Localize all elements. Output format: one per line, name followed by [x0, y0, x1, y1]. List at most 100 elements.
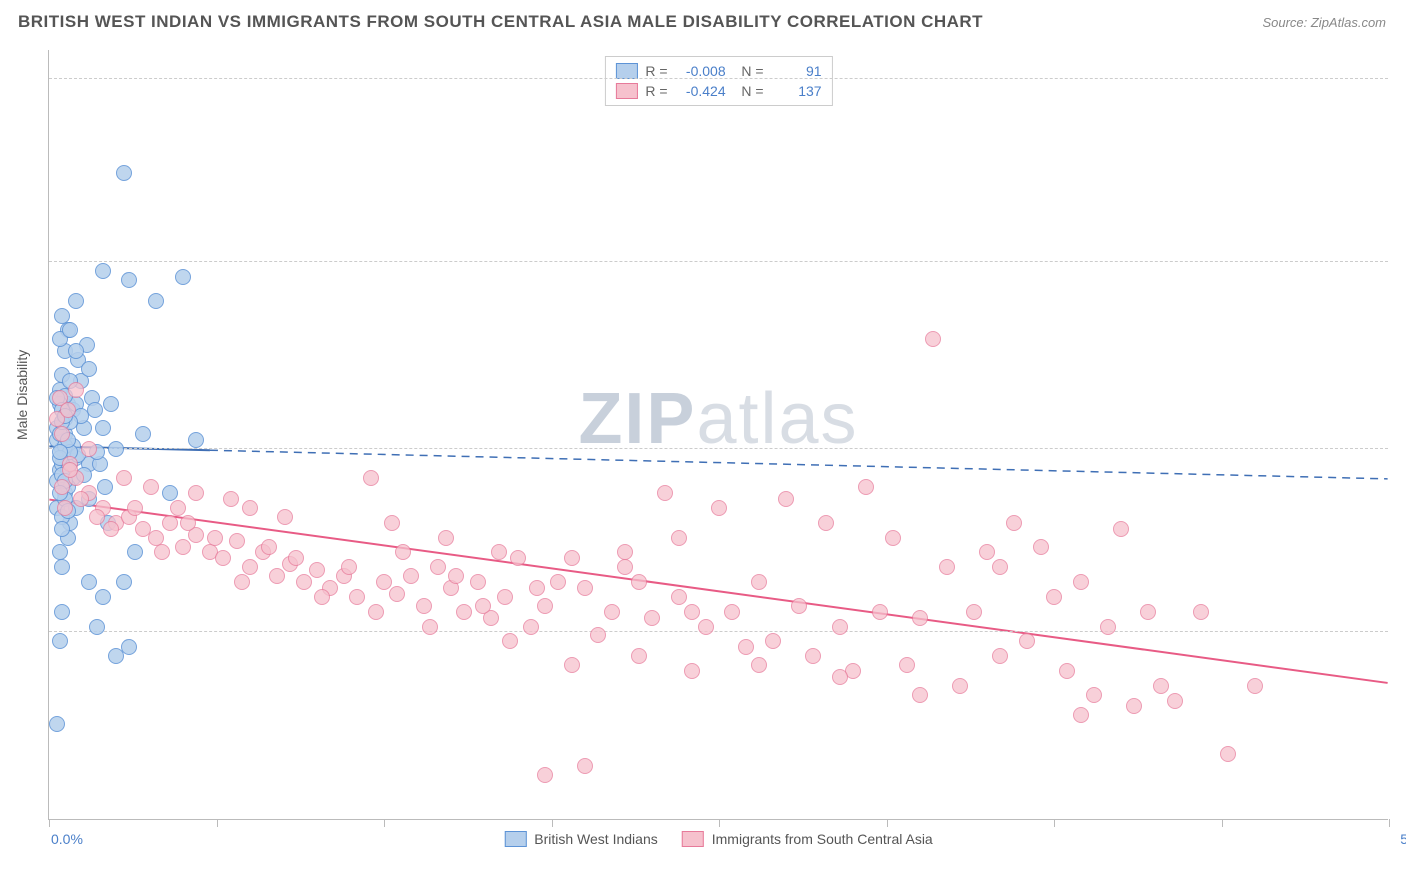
scatter-point — [60, 402, 76, 418]
scatter-point — [751, 574, 767, 590]
scatter-point — [188, 432, 204, 448]
scatter-point — [175, 539, 191, 555]
scatter-point — [349, 589, 365, 605]
scatter-point — [912, 610, 928, 626]
scatter-point — [858, 479, 874, 495]
scatter-point — [269, 568, 285, 584]
scatter-point — [143, 479, 159, 495]
x-tick — [384, 819, 385, 827]
legend-swatch — [682, 831, 704, 847]
scatter-point — [403, 568, 419, 584]
series-legend: British West IndiansImmigrants from Sout… — [504, 831, 932, 847]
scatter-point — [54, 479, 70, 495]
scatter-point — [223, 491, 239, 507]
x-tick — [1222, 819, 1223, 827]
scatter-point — [52, 544, 68, 560]
x-axis-min-label: 0.0% — [51, 831, 83, 847]
scatter-point — [550, 574, 566, 590]
scatter-point — [148, 293, 164, 309]
scatter-point — [229, 533, 245, 549]
scatter-point — [54, 308, 70, 324]
scatter-point — [832, 669, 848, 685]
scatter-point — [475, 598, 491, 614]
scatter-point — [1247, 678, 1263, 694]
scatter-point — [389, 586, 405, 602]
x-tick — [1389, 819, 1390, 827]
scatter-point — [1046, 589, 1062, 605]
scatter-point — [154, 544, 170, 560]
scatter-point — [1153, 678, 1169, 694]
scatter-point — [54, 604, 70, 620]
scatter-point — [966, 604, 982, 620]
scatter-point — [234, 574, 250, 590]
scatter-point — [684, 604, 700, 620]
scatter-point — [979, 544, 995, 560]
scatter-point — [215, 550, 231, 566]
scatter-point — [564, 550, 580, 566]
scatter-point — [116, 574, 132, 590]
trend-line-dashed — [210, 450, 1388, 479]
scatter-point — [698, 619, 714, 635]
scatter-point — [95, 420, 111, 436]
legend-n-label: N = — [734, 83, 764, 99]
scatter-point — [778, 491, 794, 507]
scatter-point — [590, 627, 606, 643]
x-tick — [887, 819, 888, 827]
scatter-point — [791, 598, 807, 614]
scatter-point — [54, 426, 70, 442]
scatter-point — [57, 500, 73, 516]
x-tick — [719, 819, 720, 827]
trend-lines-layer — [49, 50, 1388, 819]
scatter-point — [277, 509, 293, 525]
scatter-point — [992, 559, 1008, 575]
legend-r-value: -0.424 — [676, 83, 726, 99]
scatter-point — [309, 562, 325, 578]
scatter-point — [1086, 687, 1102, 703]
scatter-point — [121, 639, 137, 655]
scatter-point — [95, 263, 111, 279]
scatter-point — [368, 604, 384, 620]
scatter-point — [73, 491, 89, 507]
x-tick — [217, 819, 218, 827]
scatter-point — [103, 396, 119, 412]
trend-line-solid — [49, 500, 1387, 683]
scatter-point — [180, 515, 196, 531]
scatter-point — [1059, 663, 1075, 679]
scatter-point — [1167, 693, 1183, 709]
legend-n-value: 137 — [772, 83, 822, 99]
scatter-point — [564, 657, 580, 673]
y-axis-label: Male Disability — [14, 350, 30, 440]
scatter-point — [1033, 539, 1049, 555]
scatter-point — [341, 559, 357, 575]
scatter-point — [1073, 574, 1089, 590]
scatter-point — [832, 619, 848, 635]
gridline — [49, 261, 1388, 262]
gridline — [49, 448, 1388, 449]
scatter-point — [992, 648, 1008, 664]
scatter-point — [631, 648, 647, 664]
x-tick — [1054, 819, 1055, 827]
scatter-point — [170, 500, 186, 516]
scatter-point — [1019, 633, 1035, 649]
scatter-point — [456, 604, 472, 620]
chart-header: BRITISH WEST INDIAN VS IMMIGRANTS FROM S… — [0, 0, 1406, 40]
scatter-point — [49, 716, 65, 732]
scatter-point — [644, 610, 660, 626]
legend-r-label: R = — [645, 83, 667, 99]
legend-item: Immigrants from South Central Asia — [682, 831, 933, 847]
scatter-point — [537, 767, 553, 783]
scatter-point — [87, 402, 103, 418]
scatter-point — [314, 589, 330, 605]
scatter-point — [617, 544, 633, 560]
scatter-point — [135, 426, 151, 442]
scatter-point — [925, 331, 941, 347]
scatter-point — [52, 633, 68, 649]
scatter-point — [1073, 707, 1089, 723]
legend-row: R = -0.424 N = 137 — [615, 81, 821, 101]
x-axis-max-label: 50.0% — [1400, 831, 1406, 847]
scatter-point — [939, 559, 955, 575]
scatter-point — [491, 544, 507, 560]
scatter-point — [448, 568, 464, 584]
scatter-point — [617, 559, 633, 575]
scatter-point — [127, 500, 143, 516]
